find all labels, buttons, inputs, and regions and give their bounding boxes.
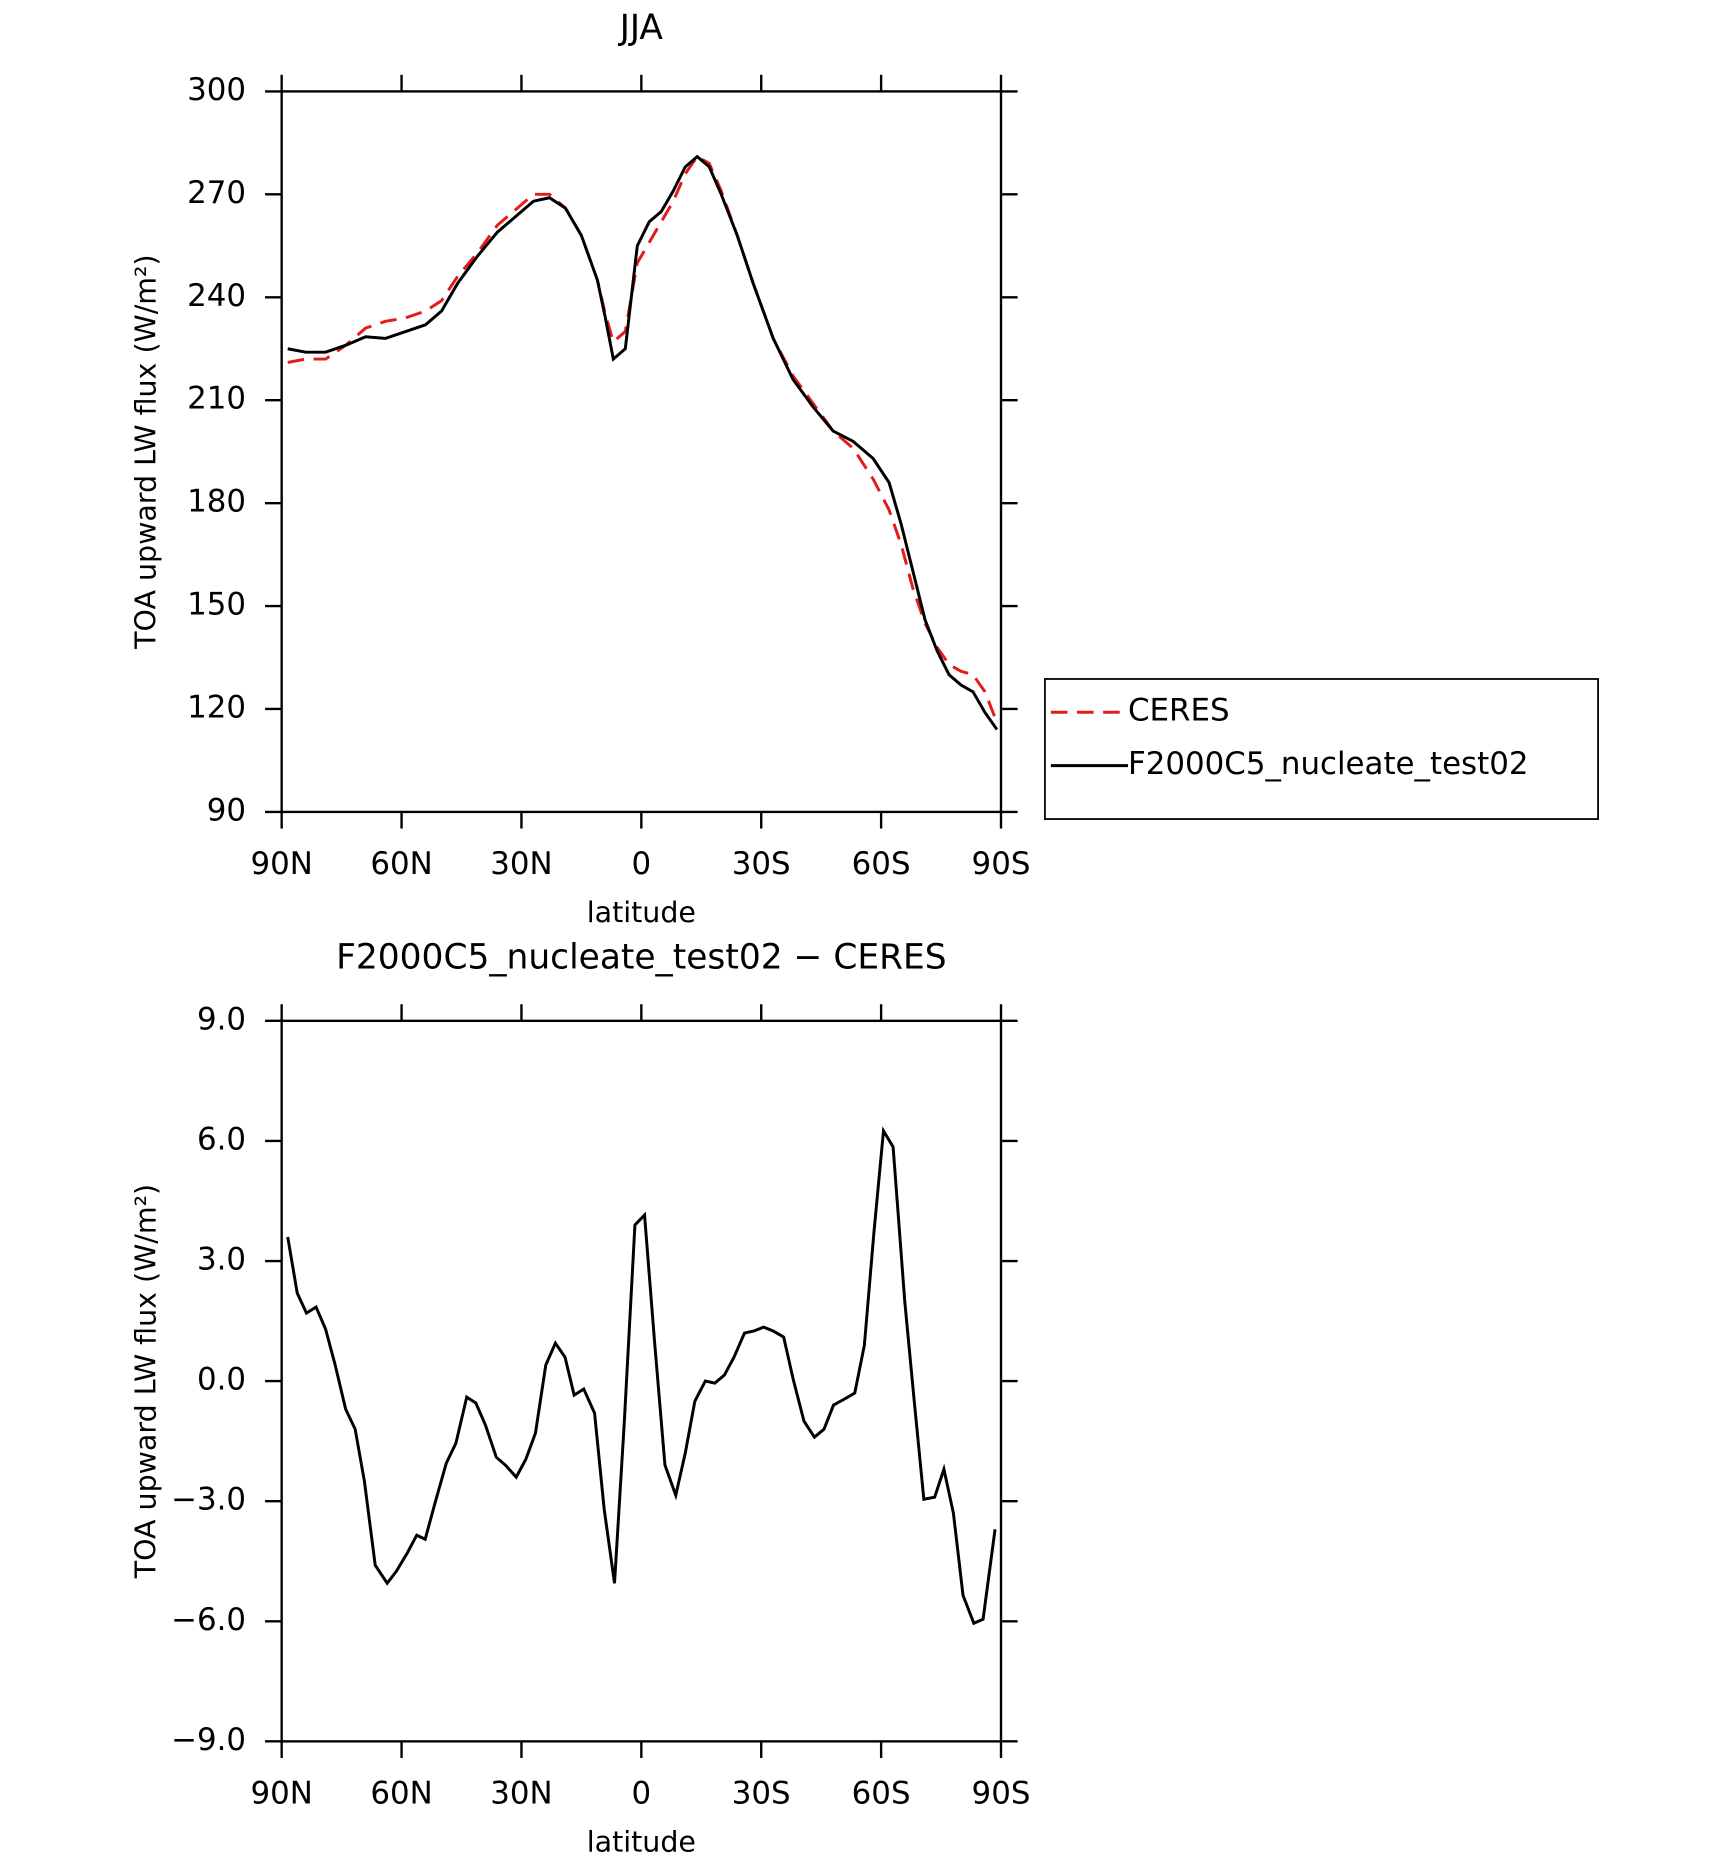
x-tick-label: 90S — [972, 846, 1031, 882]
line-series — [287, 154, 999, 724]
x-tick-label: 90N — [250, 1775, 312, 1811]
y-tick-label: 270 — [187, 175, 246, 211]
y-tick-label: 240 — [187, 278, 246, 314]
y-tick-label: −6.0 — [171, 1602, 246, 1638]
y-tick-label: 120 — [187, 689, 246, 725]
x-axis-label: latitude — [587, 1825, 696, 1858]
chart-title: JJA — [618, 8, 664, 48]
y-axis-label: TOA upward LW flux (W/m²) — [130, 254, 163, 649]
x-tick-label: 60N — [370, 1775, 432, 1811]
y-tick-label: 9.0 — [197, 1001, 246, 1037]
x-tick-label: 0 — [632, 1775, 652, 1811]
line-series — [286, 1126, 997, 1626]
x-tick-label: 30S — [732, 1775, 791, 1811]
plot-frame — [280, 90, 1003, 814]
y-tick-label: 3.0 — [197, 1242, 246, 1278]
y-tick-label: 0.0 — [197, 1362, 246, 1398]
x-tick-label: 30S — [732, 846, 791, 882]
plot-frame — [280, 1019, 1003, 1743]
line-series — [287, 154, 999, 731]
y-tick-label: −9.0 — [171, 1722, 246, 1758]
y-tick-label: 150 — [187, 587, 246, 623]
x-tick-label: 30N — [490, 1775, 552, 1811]
y-tick-label: 90 — [207, 792, 246, 828]
x-tick-label: 60S — [852, 846, 911, 882]
y-tick-label: 180 — [187, 484, 246, 520]
x-tick-label: 30N — [490, 846, 552, 882]
legend-box — [1044, 678, 1599, 820]
x-tick-label: 90S — [972, 1775, 1031, 1811]
x-tick-label: 60S — [852, 1775, 911, 1811]
chart-title: F2000C5_nucleate_test02 − CERES — [336, 938, 946, 978]
y-tick-label: 210 — [187, 381, 246, 417]
y-tick-label: −3.0 — [171, 1482, 246, 1518]
legend-label: CERES — [1128, 693, 1230, 729]
x-tick-label: 90N — [250, 846, 312, 882]
x-tick-label: 60N — [370, 846, 432, 882]
x-axis-label: latitude — [587, 896, 696, 929]
x-tick-label: 0 — [632, 846, 652, 882]
y-axis-label: TOA upward LW flux (W/m²) — [130, 1184, 163, 1579]
y-tick-label: 6.0 — [197, 1121, 246, 1157]
y-tick-label: 300 — [187, 72, 246, 108]
legend-label: F2000C5_nucleate_test02 — [1128, 746, 1529, 782]
